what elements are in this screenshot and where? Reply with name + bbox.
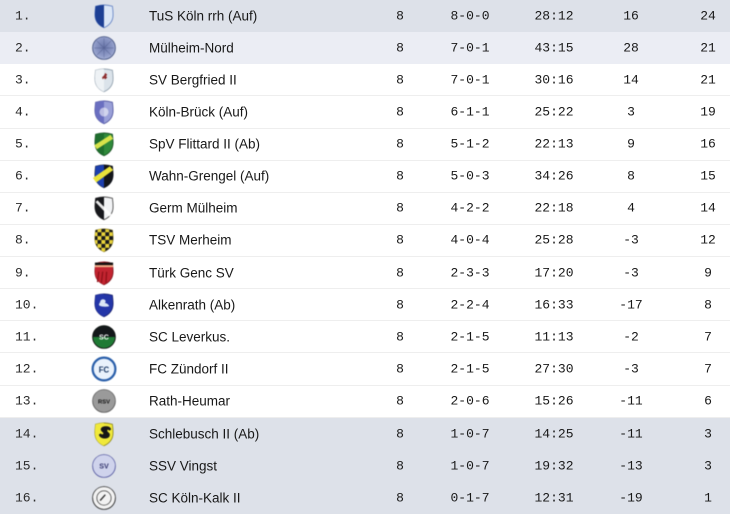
svg-text:SV: SV	[99, 462, 109, 470]
svg-text:FC: FC	[99, 365, 110, 374]
svg-text:RSV: RSV	[98, 400, 110, 406]
svg-text:SC: SC	[99, 333, 109, 341]
